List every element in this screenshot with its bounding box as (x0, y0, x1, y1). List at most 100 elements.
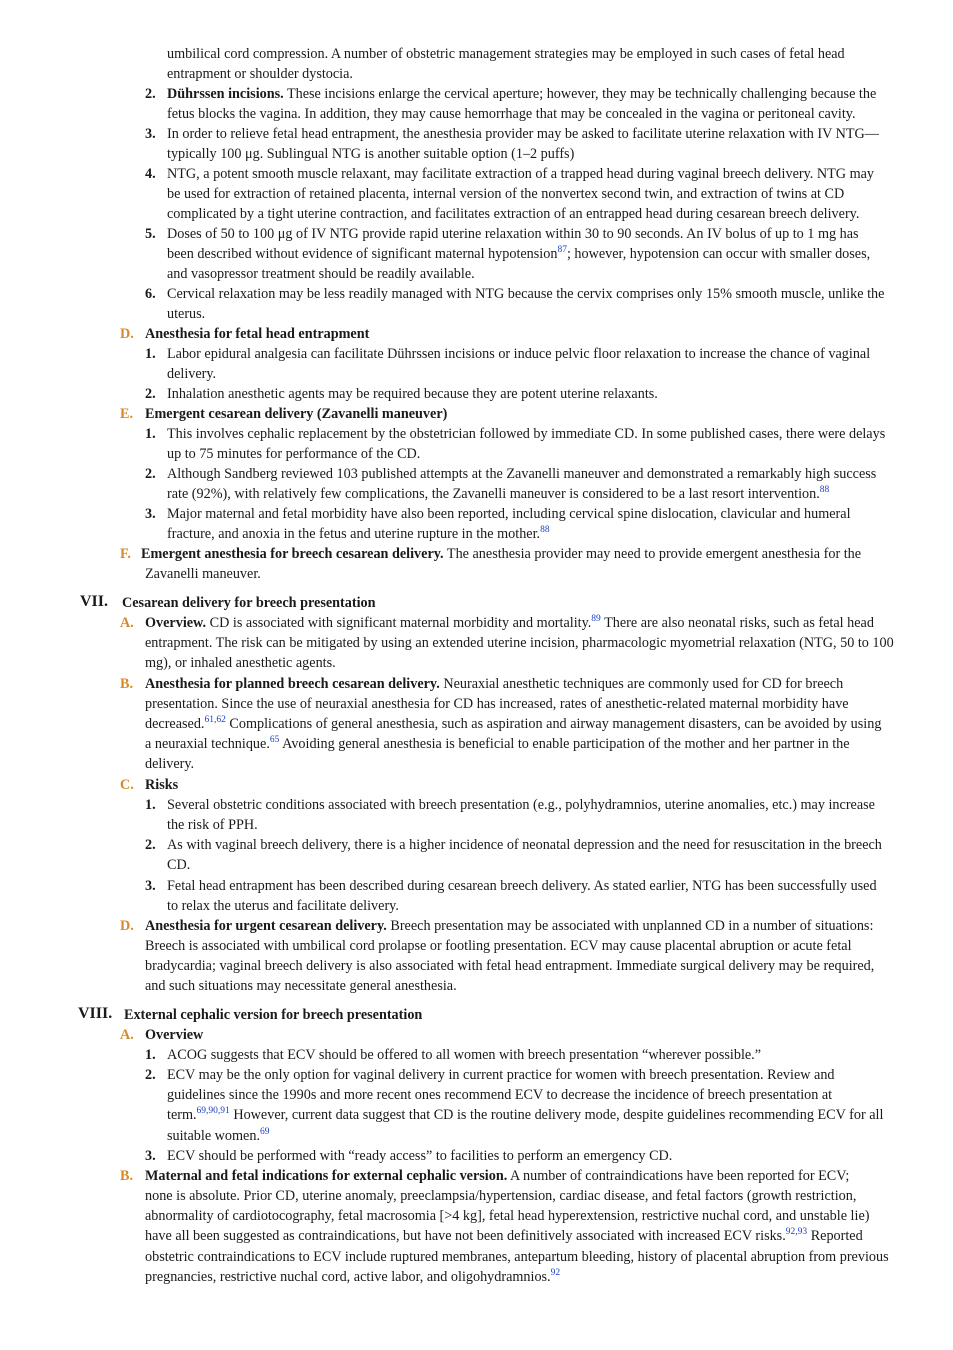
citation-reference[interactable]: 88 (540, 525, 550, 535)
body-text: ; however, hypotension can occur with sm… (566, 246, 871, 262)
text-line: uterus. (167, 304, 205, 324)
body-text: Fetal head entrapment has been described… (167, 878, 877, 894)
text-line: up to 75 minutes for performance of the … (167, 444, 420, 464)
list-number: 2. (145, 466, 156, 482)
text-line: Emergent cesarean delivery (Zavanelli ma… (145, 404, 447, 424)
body-text: to relax the uterus and facilitate deliv… (167, 898, 399, 914)
body-text: rate (92%), with relatively few complica… (167, 486, 820, 502)
bold-heading-text: Maternal and fetal indications for exter… (145, 1168, 508, 1184)
text-line: mg), or inhaled anesthetic agents. (145, 653, 336, 673)
text-line: Cervical relaxation may be less readily … (167, 284, 884, 304)
body-text: Cervical relaxation may be less readily … (167, 286, 885, 302)
list-number: 1. (145, 1047, 156, 1063)
bold-heading-text: Anesthesia for fetal head entrapment (145, 326, 370, 342)
body-text: In order to relieve fetal head entrapmen… (167, 126, 879, 142)
body-text: Major maternal and fetal morbidity have … (167, 506, 851, 522)
text-line: ACOG suggests that ECV should be offered… (167, 1045, 761, 1065)
body-text: umbilical cord compression. A number of … (167, 46, 845, 62)
citation-reference[interactable]: 69 (260, 1127, 270, 1137)
body-text: mg), or inhaled anesthetic agents. (145, 655, 336, 671)
body-text: Although Sandberg reviewed 103 published… (167, 466, 877, 482)
text-line: guidelines since the 1990s and more rece… (167, 1085, 832, 1105)
text-line: As with vaginal breech delivery, there i… (167, 835, 882, 855)
body-text: obstetric contraindications to ECV inclu… (145, 1249, 889, 1265)
body-text: a neuraxial technique. (145, 736, 270, 752)
body-text: pregnancies, restrictive nuchal cord, ac… (145, 1269, 551, 1285)
text-line: term.69,90,91 However, current data sugg… (167, 1105, 883, 1125)
body-text: the risk of PPH. (167, 817, 258, 833)
text-line: Cesarean delivery for breech presentatio… (122, 593, 376, 613)
text-line: suitable women.69 (167, 1126, 270, 1146)
body-text: Breech presentation may be associated wi… (386, 918, 874, 934)
body-text: uterus. (167, 306, 206, 322)
text-line: Overview. CD is associated with signific… (145, 613, 874, 633)
body-text: Reported (807, 1228, 863, 1244)
citation-reference[interactable]: 87 (557, 245, 567, 255)
subsection-letter: B. (120, 1168, 134, 1184)
bold-heading-text: Risks (145, 777, 179, 793)
text-line: Anesthesia for urgent cesarean delivery.… (145, 916, 873, 936)
body-text: fracture, and anoxia in the fetus and ut… (167, 526, 541, 542)
list-number: 2. (145, 1067, 156, 1083)
text-line: umbilical cord compression. A number of … (167, 44, 845, 64)
body-text: Neuraxial anesthetic techniques are comm… (439, 676, 844, 692)
citation-reference[interactable]: 92,93 (785, 1227, 808, 1237)
bold-heading-text: External cephalic version for breech pre… (124, 1007, 423, 1023)
body-text: CD. (167, 857, 191, 873)
body-text: Breech is associated with umbilical cord… (145, 938, 852, 954)
subsection-letter: C. (120, 777, 134, 793)
citation-reference[interactable]: 69,90,91 (196, 1106, 230, 1116)
text-line: Risks (145, 775, 178, 795)
section-numeral: VII. (80, 593, 109, 610)
list-number: 5. (145, 226, 156, 242)
body-text: Zavanelli maneuver. (145, 566, 261, 582)
text-line: CD. (167, 855, 190, 875)
list-number: 1. (145, 797, 156, 813)
text-line: delivery. (145, 754, 194, 774)
text-line: Anesthesia for planned breech cesarean d… (145, 674, 843, 694)
body-text: up to 75 minutes for performance of the … (167, 446, 421, 462)
text-line: decreased.61,62 Complications of general… (145, 714, 881, 734)
body-text: delivery. (167, 366, 217, 382)
text-line: Breech is associated with umbilical cord… (145, 936, 852, 956)
bold-heading-text: Cesarean delivery for breech presentatio… (122, 595, 376, 611)
text-line: the risk of PPH. (167, 815, 258, 835)
body-text: ACOG suggests that ECV should be offered… (167, 1047, 762, 1063)
text-line: complicated by a tight uterine contracti… (167, 204, 859, 224)
bold-heading-text: Overview. (145, 615, 207, 631)
body-text: A number of contraindications have been … (507, 1168, 850, 1184)
body-text: bradycardia; vaginal breech delivery is … (145, 958, 875, 974)
list-number: 3. (145, 1148, 156, 1164)
body-text: ECV may be the only option for vaginal d… (167, 1067, 835, 1083)
text-line: Inhalation anesthetic agents may be requ… (167, 384, 658, 404)
body-text: delivery. (145, 756, 195, 772)
citation-reference[interactable]: 89 (591, 614, 601, 624)
citation-reference[interactable]: 88 (819, 485, 830, 495)
list-number: 2. (145, 386, 156, 402)
text-line: Labor epidural analgesia can facilitate … (167, 344, 870, 364)
text-line: obstetric contraindications to ECV inclu… (145, 1247, 889, 1267)
citation-reference[interactable]: 65 (269, 735, 280, 745)
text-line: pregnancies, restrictive nuchal cord, ac… (145, 1267, 560, 1287)
section-numeral: VIII. (78, 1005, 113, 1022)
text-line: abnormality of cardiotocography, fetal m… (145, 1206, 869, 1226)
body-text: These incisions enlarge the cervical ape… (283, 86, 877, 102)
text-line: NTG, a potent smooth muscle relaxant, ma… (167, 164, 874, 184)
citation-reference[interactable]: 92 (550, 1268, 561, 1278)
text-line: Several obstetric conditions associated … (167, 795, 875, 815)
body-text: Avoiding general anesthesia is beneficia… (279, 736, 850, 752)
text-line: entrapment or shoulder dystocia. (167, 64, 353, 84)
bold-heading-text: Overview (145, 1027, 204, 1043)
citation-reference[interactable]: 61,62 (204, 715, 226, 725)
list-number: 2. (145, 86, 156, 102)
body-text: be used for extraction of retained place… (167, 186, 845, 202)
list-number: 2. (145, 837, 156, 853)
body-text: CD is associated with significant matern… (206, 615, 592, 631)
list-number: 1. (145, 346, 156, 362)
text-line: fracture, and anoxia in the fetus and ut… (167, 524, 550, 544)
bold-heading-text: Emergent anesthesia for breech cesarean … (141, 546, 444, 562)
text-line: Fetal head entrapment has been described… (167, 876, 877, 896)
list-number: 1. (145, 426, 156, 442)
text-line: Anesthesia for fetal head entrapment (145, 324, 369, 344)
text-line: ECV should be performed with “ready acce… (167, 1146, 672, 1166)
